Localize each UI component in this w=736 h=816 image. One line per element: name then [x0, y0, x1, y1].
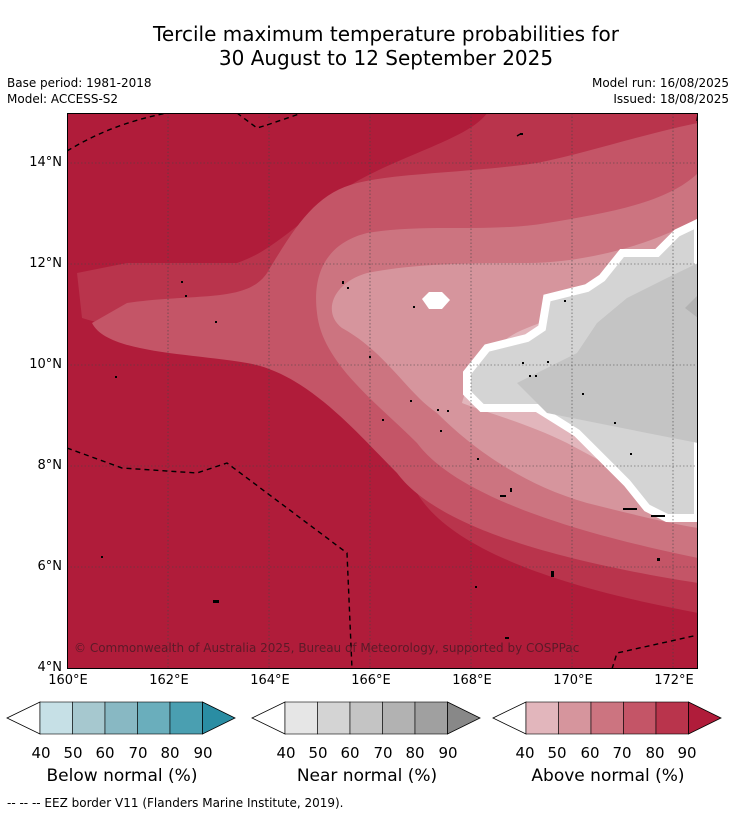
- copyright-notice: © Commonwealth of Australia 2025, Bureau…: [74, 641, 580, 655]
- colorbar-low-extension: [492, 701, 527, 735]
- lon-tick: 166°E: [351, 673, 391, 688]
- colorbar-segment: [104, 701, 138, 735]
- colorbar-above: [492, 701, 722, 735]
- colorbar-segment: [525, 701, 559, 735]
- cbar-label: 80: [645, 744, 665, 762]
- colorbar-segment: [382, 701, 416, 735]
- issued-date: Issued: 18/08/2025: [613, 92, 729, 106]
- lon-tick: 170°E: [553, 673, 593, 688]
- lon-tick: 168°E: [452, 673, 492, 688]
- colorbar-below: [6, 701, 236, 735]
- cbar-label: 90: [677, 744, 697, 762]
- colorbar-segment: [655, 701, 689, 735]
- colorbar-segment: [414, 701, 448, 735]
- lat-tick: 12°N: [29, 256, 62, 271]
- graticule: [67, 113, 698, 669]
- cbar-label: 80: [160, 744, 180, 762]
- colorbar-high-extension: [447, 701, 481, 735]
- colorbar-low-extension: [251, 701, 286, 735]
- lat-tick: 4°N: [37, 660, 63, 675]
- title-line-2: 30 August to 12 September 2025: [218, 46, 554, 70]
- eez-footnote: -- -- -- EEZ border V11 (Flanders Marine…: [7, 796, 344, 810]
- legend-title-near: Near normal (%): [296, 766, 438, 786]
- colorbar-segment: [349, 701, 383, 735]
- colorbar-segment: [317, 701, 351, 735]
- colorbar-near: [251, 701, 481, 735]
- cbar-label: 70: [612, 744, 632, 762]
- legend-title-below: Below normal (%): [46, 766, 198, 786]
- eez-borders: [67, 113, 698, 669]
- cbar-label: 60: [340, 744, 360, 762]
- band-near-60: [517, 263, 698, 443]
- model-name: Model: ACCESS-S2: [7, 92, 119, 106]
- map-panel: [67, 113, 698, 669]
- base-period: Base period: 1981-2018: [7, 76, 152, 90]
- lat-tick: 6°N: [37, 559, 63, 574]
- map-title: Tercile maximum temperature probabilitie…: [0, 22, 736, 70]
- colorbar-segment: [137, 701, 171, 735]
- cbar-label: 50: [547, 744, 567, 762]
- legend-title-above: Above normal (%): [531, 766, 685, 786]
- lat-tick: 10°N: [29, 357, 62, 372]
- lon-tick: 164°E: [250, 673, 290, 688]
- cbar-label: 80: [405, 744, 425, 762]
- meta-right: Model run: 16/08/2025 Issued: 18/08/2025: [592, 75, 729, 107]
- model-run: Model run: 16/08/2025: [591, 76, 729, 90]
- colorbar-high-extension: [688, 701, 722, 735]
- cbar-label: 60: [580, 744, 600, 762]
- colorbar-high-extension: [202, 701, 236, 735]
- lon-tick: 162°E: [149, 673, 189, 688]
- legend-above-normal: 40 50 60 70 80 90 Above normal (%): [492, 700, 724, 786]
- cbar-label: 50: [308, 744, 328, 762]
- colorbar-segment: [284, 701, 318, 735]
- colorbar-low-extension: [6, 701, 41, 735]
- colorbar-segment: [72, 701, 106, 735]
- meta-left: Base period: 1981-2018 Model: ACCESS-S2: [7, 75, 152, 107]
- cbar-label: 70: [373, 744, 393, 762]
- cbar-label: 90: [193, 744, 213, 762]
- legend-below-normal: 40 50 60 70 80 90 Below normal (%): [6, 700, 238, 786]
- colorbar-segment: [39, 701, 73, 735]
- colorbar-labels-below: 40 50 60 70 80 90: [6, 744, 238, 762]
- colorbar-segment: [169, 701, 203, 735]
- lat-tick: 14°N: [29, 155, 62, 170]
- neutral-blob: [422, 292, 450, 309]
- cbar-label: 40: [515, 744, 535, 762]
- cbar-label: 70: [128, 744, 148, 762]
- lon-tick: 172°E: [654, 673, 694, 688]
- legend-near-normal: 40 50 60 70 80 90 Near normal (%): [251, 700, 483, 786]
- cbar-label: 40: [31, 744, 51, 762]
- islands: [101, 133, 665, 639]
- probability-field: [67, 113, 698, 669]
- band-near-70: [685, 295, 698, 318]
- colorbar-labels-above: 40 50 60 70 80 90: [492, 744, 724, 762]
- cbar-label: 60: [95, 744, 115, 762]
- colorbar-segment: [558, 701, 592, 735]
- lat-tick: 8°N: [37, 458, 63, 473]
- colorbar-segment: [623, 701, 657, 735]
- colorbar-segment: [590, 701, 624, 735]
- lon-tick: 160°E: [48, 673, 88, 688]
- title-line-1: Tercile maximum temperature probabilitie…: [153, 22, 619, 46]
- cbar-label: 90: [438, 744, 458, 762]
- colorbar-labels-near: 40 50 60 70 80 90: [251, 744, 483, 762]
- cbar-label: 40: [276, 744, 296, 762]
- cbar-label: 50: [63, 744, 83, 762]
